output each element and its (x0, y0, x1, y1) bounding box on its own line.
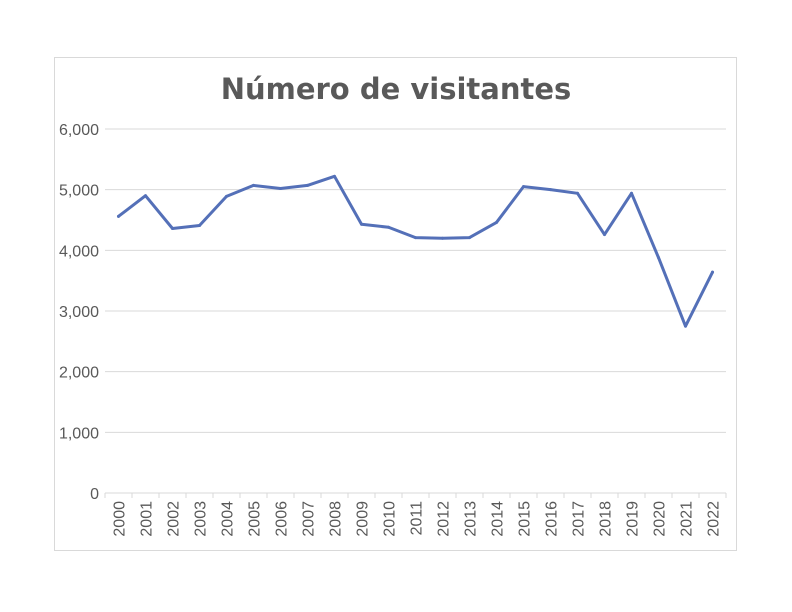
x-tick-label: 2002 (166, 501, 183, 537)
y-tick-label: 5,000 (59, 183, 99, 200)
data-point (171, 226, 174, 230)
x-tick-label: 2006 (274, 501, 291, 537)
x-tick-label: 2005 (247, 501, 264, 537)
x-axis (104, 492, 727, 498)
x-tick-label: 2009 (355, 501, 372, 537)
data-point (603, 233, 606, 237)
x-tick-label: 2013 (463, 501, 480, 537)
data-point (495, 220, 498, 224)
series-line (117, 174, 714, 328)
x-tick-label: 2015 (517, 501, 534, 537)
x-tick-label: 2011 (409, 501, 426, 536)
data-point (279, 186, 282, 190)
data-point (198, 223, 201, 227)
data-point (468, 236, 471, 240)
data-point (657, 256, 660, 260)
x-axis-ticks: 2000 2001 2002 2003 2004 2005 2006 2007 2008 2009… (112, 501, 723, 537)
data-point (225, 194, 228, 198)
x-tick-label: 2012 (436, 501, 453, 537)
data-point (441, 236, 444, 240)
line-chart: Número de visitantes 0 1,000 2,000 3,000 4,0… (59, 72, 727, 537)
data-point (630, 191, 633, 195)
gridlines (105, 128, 726, 433)
x-tick-label: 2022 (706, 501, 723, 537)
y-tick-label: 6,000 (59, 122, 99, 139)
x-tick-label: 2020 (652, 501, 669, 537)
y-tick-label: 1,000 (59, 425, 99, 442)
x-tick-label: 2017 (571, 501, 588, 537)
x-tick-label: 2004 (220, 501, 237, 537)
x-tick-label: 2001 (139, 501, 156, 537)
x-tick-label: 2007 (301, 501, 318, 537)
y-axis-ticks: 0 1,000 2,000 3,000 4,000 5,000 6,000 (59, 122, 99, 503)
x-tick-label: 2000 (112, 501, 129, 537)
y-tick-label: 2,000 (59, 365, 99, 382)
data-point (549, 188, 552, 192)
data-point (522, 185, 525, 189)
data-point (360, 222, 363, 226)
chart-title: Número de visitantes (221, 72, 572, 106)
x-tick-label: 2016 (544, 501, 561, 537)
x-tick-label: 2019 (625, 501, 642, 537)
x-tick-label: 2018 (598, 501, 615, 537)
y-tick-label: 4,000 (59, 243, 99, 260)
data-point (684, 324, 687, 328)
y-tick-label: 0 (90, 486, 99, 503)
x-tick-label: 2008 (328, 501, 345, 537)
data-point (387, 225, 390, 229)
data-point (117, 214, 120, 218)
data-point (333, 174, 336, 178)
x-tick-label: 2010 (382, 501, 399, 537)
data-point (252, 183, 255, 187)
y-tick-label: 3,000 (59, 304, 99, 321)
series-layer (117, 174, 714, 328)
data-point (306, 183, 309, 187)
data-point (144, 194, 147, 198)
x-tick-label: 2021 (679, 501, 696, 537)
data-point (576, 191, 579, 195)
x-tick-label: 2003 (193, 501, 210, 537)
chart-frame: Número de visitantes 0 1,000 2,000 3,000 4,0… (54, 57, 737, 551)
data-point (414, 236, 417, 240)
data-point (711, 270, 714, 274)
x-tick-label: 2014 (490, 501, 507, 537)
